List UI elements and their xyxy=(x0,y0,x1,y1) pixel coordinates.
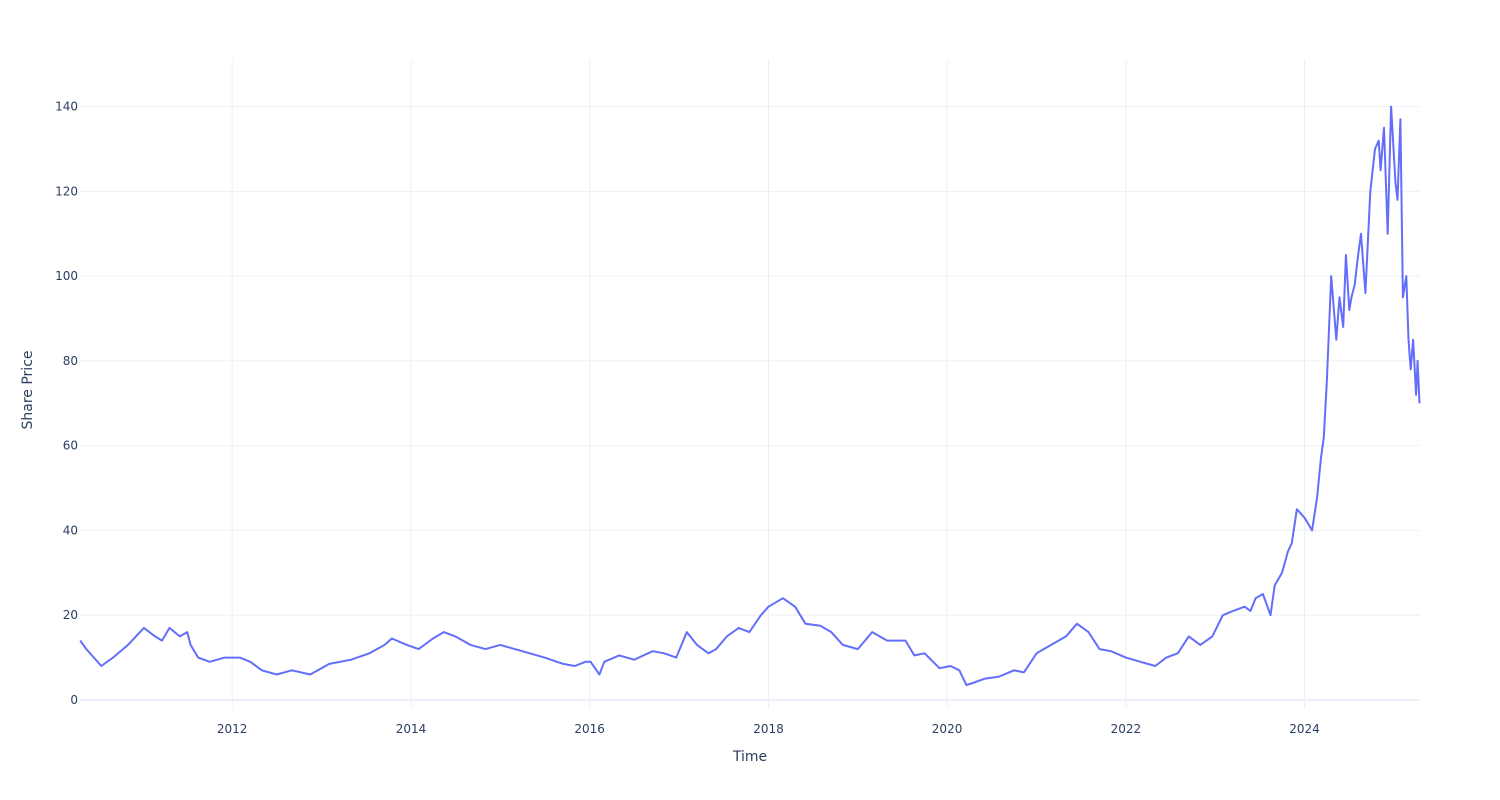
y-tick-label: 0 xyxy=(70,693,78,707)
x-tick-label: 2022 xyxy=(1111,722,1142,736)
x-tick-label: 2016 xyxy=(574,722,605,736)
x-tick-label: 2018 xyxy=(753,722,784,736)
y-tick-label: 80 xyxy=(63,354,78,368)
y-tick-label: 120 xyxy=(55,184,78,198)
tick-labels: 0 20 40 60 80 100 120 140 2012 2014 2016 2018 2020 20… xyxy=(55,100,1320,736)
y-axis-title: Share Price xyxy=(20,350,36,429)
y-tick-label: 100 xyxy=(55,269,78,283)
y-tick-label: 20 xyxy=(63,608,78,622)
gridlines xyxy=(80,60,1420,708)
y-tick-label: 40 xyxy=(63,523,78,537)
x-tick-label: 2012 xyxy=(217,722,248,736)
y-tick-label: 140 xyxy=(55,100,78,114)
x-tick-label: 2020 xyxy=(932,722,963,736)
x-tick-label: 2014 xyxy=(396,722,427,736)
x-tick-label: 2024 xyxy=(1289,722,1320,736)
series-layer xyxy=(79,105,1421,687)
x-axis-title: Time xyxy=(732,749,767,765)
y-tick-label: 60 xyxy=(63,439,78,453)
